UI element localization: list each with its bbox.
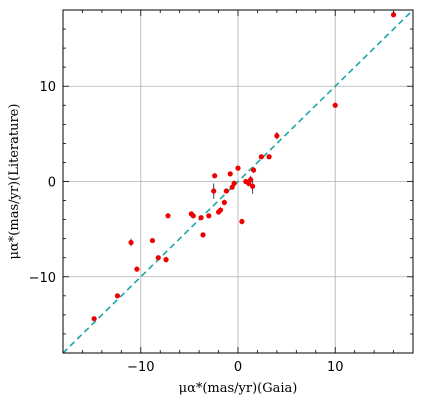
x-tick-label: 0	[234, 360, 242, 375]
data-point	[221, 199, 227, 206]
point-marker	[258, 154, 264, 160]
point-marker	[134, 266, 140, 272]
point-marker	[274, 133, 280, 139]
point-marker	[188, 211, 194, 217]
point-marker	[239, 218, 245, 225]
point-marker	[155, 255, 161, 261]
point-marker	[266, 154, 272, 160]
data-point	[390, 12, 397, 18]
data-point	[165, 213, 171, 219]
data-point	[200, 232, 206, 238]
point-marker	[332, 102, 338, 108]
point-marker	[229, 184, 235, 190]
x-axis-label: μα*(mas/yr)(Gaia)	[179, 381, 298, 396]
data-point	[266, 154, 272, 160]
reference-line-layer	[62, 9, 414, 354]
data-point	[163, 256, 169, 263]
y-tick-label: 0	[48, 176, 56, 191]
data-point	[243, 178, 249, 185]
point-marker	[250, 167, 257, 173]
point-marker	[163, 257, 169, 263]
point-marker	[198, 215, 204, 221]
point-marker	[243, 178, 249, 185]
point-marker	[249, 183, 256, 189]
point-marker	[215, 209, 222, 215]
point-marker	[91, 316, 97, 322]
data-point	[128, 238, 134, 247]
point-marker	[149, 237, 156, 244]
data-point	[91, 316, 97, 322]
point-marker	[200, 232, 206, 238]
data-point	[198, 215, 204, 221]
point-marker	[235, 165, 241, 171]
data-point	[212, 173, 218, 179]
data-point	[250, 167, 257, 173]
data-point	[227, 171, 233, 177]
x-tick-label: 10	[327, 360, 344, 375]
x-tick-label: −10	[127, 360, 154, 375]
point-marker	[114, 293, 121, 299]
data-point	[223, 188, 229, 194]
data-point	[134, 266, 140, 272]
data-point	[114, 293, 121, 299]
data-point	[206, 213, 212, 219]
data-point	[332, 102, 338, 108]
point-marker	[227, 171, 233, 177]
point-marker	[223, 188, 229, 194]
data-point	[215, 209, 222, 215]
y-tick-label: −10	[29, 271, 56, 286]
data-point	[229, 184, 235, 190]
point-marker	[212, 173, 218, 179]
data-point	[149, 237, 156, 244]
data-point	[258, 154, 264, 160]
point-marker	[165, 213, 171, 219]
point-marker	[211, 188, 217, 194]
y-tick-label: 10	[39, 80, 56, 95]
data-points	[91, 12, 397, 322]
point-marker	[390, 12, 397, 18]
data-point	[235, 165, 241, 171]
reference-line-y-equals-x	[62, 9, 414, 354]
data-point	[211, 183, 217, 199]
point-marker	[128, 239, 134, 246]
data-point	[155, 255, 161, 261]
data-point	[239, 218, 245, 225]
y-axis-label: μα*(mas/yr)(Literature)	[7, 104, 22, 260]
data-point	[188, 211, 194, 217]
point-marker	[221, 199, 227, 206]
ticks: −10 0 10 −10 0 10	[29, 9, 414, 375]
point-marker	[206, 213, 212, 219]
data-point	[274, 131, 280, 140]
